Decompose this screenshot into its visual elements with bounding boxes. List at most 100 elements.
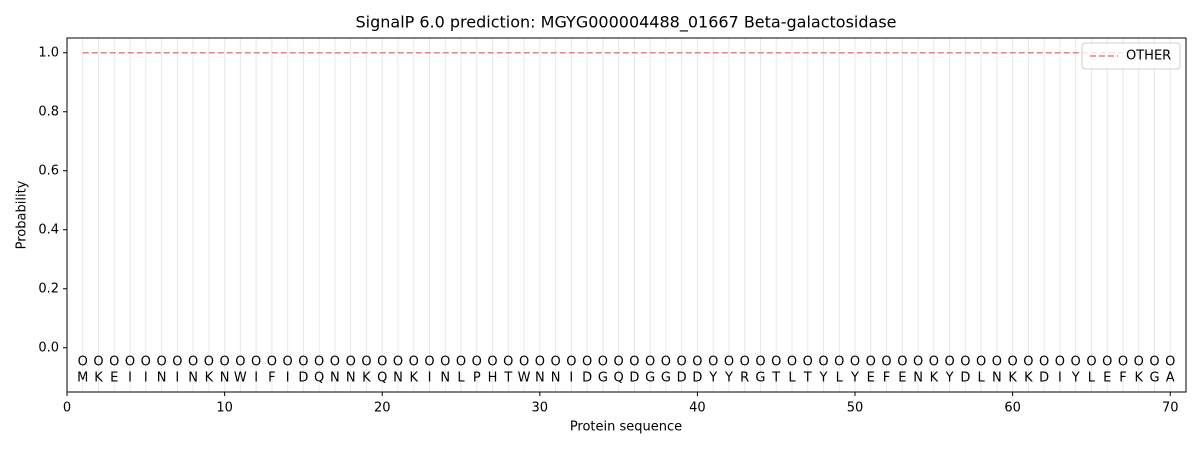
residue-label: K bbox=[409, 370, 418, 385]
residue-label: N bbox=[551, 370, 561, 385]
state-label: O bbox=[487, 354, 497, 369]
residue-label: Q bbox=[377, 370, 387, 385]
state-label: O bbox=[692, 354, 702, 369]
state-label: O bbox=[219, 354, 229, 369]
residue-label: L bbox=[1088, 370, 1096, 385]
state-label: O bbox=[598, 354, 608, 369]
axes-frame bbox=[66, 37, 1187, 393]
residue-label: T bbox=[771, 370, 780, 385]
state-label: O bbox=[1008, 354, 1018, 369]
state-label: O bbox=[677, 354, 687, 369]
residue-label: K bbox=[930, 370, 939, 385]
x-tick-label: 0 bbox=[63, 401, 71, 416]
state-label: O bbox=[1134, 354, 1144, 369]
residue-label: W bbox=[518, 370, 531, 385]
state-label: O bbox=[172, 354, 182, 369]
state-label: O bbox=[818, 354, 828, 369]
residue-label: D bbox=[582, 370, 592, 385]
residue-label: E bbox=[1103, 370, 1111, 385]
residue-label: L bbox=[788, 370, 796, 385]
residue-label: I bbox=[1058, 370, 1062, 385]
state-label: O bbox=[803, 354, 813, 369]
state-label: O bbox=[393, 354, 403, 369]
state-label: O bbox=[881, 354, 891, 369]
state-label: O bbox=[614, 354, 624, 369]
residue-label: L bbox=[457, 370, 465, 385]
residue-label: G bbox=[598, 370, 608, 385]
residue-label: Y bbox=[1071, 370, 1080, 385]
residue-label: D bbox=[298, 370, 308, 385]
x-tick-label: 40 bbox=[689, 401, 706, 416]
residue-label: Q bbox=[314, 370, 324, 385]
residue-label: I bbox=[128, 370, 132, 385]
y-tick-label: 0.0 bbox=[38, 340, 59, 355]
state-label: O bbox=[582, 354, 592, 369]
residue-label: N bbox=[188, 370, 198, 385]
state-label: O bbox=[1118, 354, 1128, 369]
residue-label: Y bbox=[850, 370, 859, 385]
state-label: O bbox=[1023, 354, 1033, 369]
state-label: O bbox=[550, 354, 560, 369]
residue-label: R bbox=[740, 370, 749, 385]
state-label: O bbox=[1086, 354, 1096, 369]
state-label: O bbox=[929, 354, 939, 369]
y-tick-label: 1.0 bbox=[38, 45, 59, 60]
state-label: O bbox=[78, 354, 88, 369]
residue-label: W bbox=[234, 370, 247, 385]
residue-label: G bbox=[1149, 370, 1159, 385]
residue-label: F bbox=[883, 370, 890, 385]
state-label: O bbox=[740, 354, 750, 369]
residue-label: Q bbox=[614, 370, 624, 385]
state-label: O bbox=[850, 354, 860, 369]
state-label: O bbox=[235, 354, 245, 369]
residue-label: E bbox=[898, 370, 906, 385]
residue-label: D bbox=[629, 370, 639, 385]
residue-label: F bbox=[1119, 370, 1126, 385]
residue-label: T bbox=[803, 370, 812, 385]
x-axis-label: Protein sequence bbox=[570, 420, 682, 435]
residue-label: D bbox=[692, 370, 702, 385]
residue-label: G bbox=[755, 370, 765, 385]
residue-label: N bbox=[992, 370, 1002, 385]
state-label: O bbox=[1165, 354, 1175, 369]
residue-label: K bbox=[205, 370, 214, 385]
residue-label: I bbox=[428, 370, 432, 385]
state-label: O bbox=[897, 354, 907, 369]
legend-label: OTHER bbox=[1126, 49, 1171, 64]
residue-label: N bbox=[913, 370, 923, 385]
state-label: O bbox=[109, 354, 119, 369]
residue-label: G bbox=[645, 370, 655, 385]
state-label: O bbox=[566, 354, 576, 369]
y-tick-label: 0.6 bbox=[38, 163, 59, 178]
state-label: O bbox=[724, 354, 734, 369]
residue-label: N bbox=[535, 370, 545, 385]
residue-label: K bbox=[1134, 370, 1143, 385]
state-label: O bbox=[330, 354, 340, 369]
residue-label: N bbox=[346, 370, 356, 385]
x-tick-label: 50 bbox=[847, 401, 864, 416]
state-label: O bbox=[1102, 354, 1112, 369]
state-label: O bbox=[283, 354, 293, 369]
residue-label: K bbox=[1024, 370, 1033, 385]
state-label: O bbox=[913, 354, 923, 369]
residue-label: N bbox=[440, 370, 450, 385]
state-label: O bbox=[125, 354, 135, 369]
state-label: O bbox=[755, 354, 765, 369]
state-label: O bbox=[866, 354, 876, 369]
state-label: O bbox=[314, 354, 324, 369]
residue-label: I bbox=[175, 370, 179, 385]
state-label: O bbox=[834, 354, 844, 369]
state-label: O bbox=[1039, 354, 1049, 369]
residue-label: D bbox=[677, 370, 687, 385]
residue-label: N bbox=[157, 370, 167, 385]
state-label: O bbox=[204, 354, 214, 369]
x-tick-label: 70 bbox=[1162, 401, 1179, 416]
state-label: O bbox=[1071, 354, 1081, 369]
state-label: O bbox=[298, 354, 308, 369]
state-label: O bbox=[346, 354, 356, 369]
residue-label: I bbox=[254, 370, 258, 385]
y-axis-label: Probability bbox=[15, 180, 30, 249]
y-tick-label: 0.4 bbox=[38, 222, 59, 237]
residue-label: F bbox=[268, 370, 275, 385]
